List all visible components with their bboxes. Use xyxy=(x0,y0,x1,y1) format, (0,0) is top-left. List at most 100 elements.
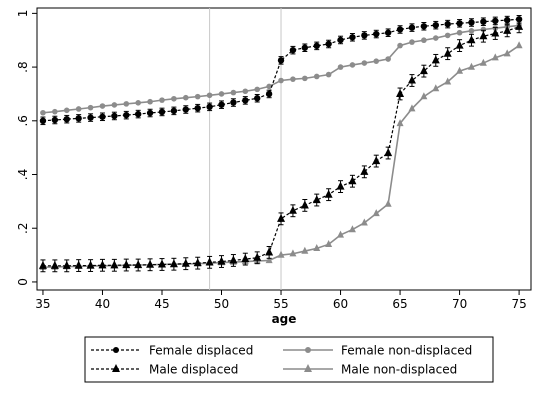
data-point xyxy=(205,257,214,266)
series-female-displaced xyxy=(39,15,523,126)
data-point xyxy=(409,39,415,45)
data-point xyxy=(480,26,487,33)
data-point xyxy=(122,260,131,269)
data-point xyxy=(265,247,274,256)
legend-item: Male displaced xyxy=(91,363,238,377)
data-point xyxy=(312,195,321,204)
x-tick-label: 60 xyxy=(333,297,348,311)
data-point xyxy=(74,260,83,269)
data-point xyxy=(278,77,284,84)
data-point xyxy=(456,29,463,36)
legend-box xyxy=(84,336,494,383)
data-point xyxy=(397,42,403,49)
data-point xyxy=(50,260,59,269)
data-point xyxy=(289,249,297,257)
data-point xyxy=(170,107,178,115)
data-point xyxy=(337,230,345,238)
x-tick-label: 35 xyxy=(35,297,50,311)
data-point xyxy=(134,110,142,118)
data-point xyxy=(432,21,439,29)
data-point xyxy=(253,252,262,261)
data-point xyxy=(63,115,70,123)
data-point xyxy=(87,114,94,121)
data-point xyxy=(444,20,451,28)
data-point xyxy=(277,213,286,222)
data-point xyxy=(230,99,237,106)
x-tick-label: 55 xyxy=(273,297,288,311)
data-point xyxy=(265,90,273,98)
data-point xyxy=(110,260,119,269)
data-point xyxy=(325,240,333,248)
data-point xyxy=(206,92,213,99)
data-point xyxy=(40,109,46,116)
data-point xyxy=(194,93,201,100)
plot-frame xyxy=(36,7,532,291)
data-point xyxy=(182,106,189,113)
data-point xyxy=(38,260,47,269)
data-point xyxy=(147,98,153,105)
x-tick-label: 75 xyxy=(511,297,526,311)
y-tick-label: .6 xyxy=(16,115,30,126)
data-point xyxy=(217,256,226,265)
data-point xyxy=(503,16,511,24)
data-point xyxy=(98,260,107,269)
data-point xyxy=(193,258,202,267)
data-point xyxy=(396,119,404,127)
data-point xyxy=(372,156,381,165)
data-point xyxy=(432,84,440,92)
data-point xyxy=(157,259,166,268)
data-point xyxy=(242,88,249,95)
x-axis-label: age xyxy=(272,312,297,326)
data-point xyxy=(515,21,524,30)
legend-label: Male non-displaced xyxy=(341,363,457,377)
data-point xyxy=(277,57,285,64)
data-point xyxy=(324,189,333,198)
data-point xyxy=(503,49,511,57)
data-point xyxy=(337,64,344,70)
data-point xyxy=(420,92,428,100)
data-point xyxy=(467,62,475,70)
y-tick-label: .4 xyxy=(16,169,30,180)
legend-item: Female displaced xyxy=(91,344,253,358)
legend-swatch-marker xyxy=(113,347,119,353)
data-point xyxy=(384,199,392,207)
data-point xyxy=(300,200,309,209)
data-point xyxy=(444,77,452,85)
data-point xyxy=(99,113,106,120)
legend-label: Female non-displaced xyxy=(341,344,472,358)
data-point xyxy=(265,256,273,264)
data-point xyxy=(444,32,451,39)
data-point xyxy=(290,76,296,82)
data-point xyxy=(325,40,332,48)
data-point xyxy=(123,111,130,119)
y-tick-label: 1 xyxy=(16,10,30,18)
data-point xyxy=(456,66,464,74)
x-tick-label: 50 xyxy=(214,297,229,311)
data-point xyxy=(229,255,238,264)
data-point xyxy=(134,260,143,269)
data-point xyxy=(515,41,523,49)
data-point xyxy=(63,107,70,114)
data-point xyxy=(419,66,428,75)
y-tick-label: .8 xyxy=(16,61,30,72)
data-point xyxy=(373,30,380,38)
data-point xyxy=(218,101,225,108)
data-point xyxy=(266,83,272,90)
data-point xyxy=(467,35,476,44)
data-point xyxy=(111,112,118,120)
series-male-displaced xyxy=(38,20,524,273)
data-point xyxy=(360,218,368,226)
data-point xyxy=(171,95,177,102)
data-point xyxy=(361,32,368,39)
data-point xyxy=(361,60,368,66)
data-point xyxy=(111,102,118,108)
y-tick-label: .2 xyxy=(16,223,30,234)
data-point xyxy=(146,109,154,117)
data-point xyxy=(384,148,393,157)
data-point xyxy=(301,44,309,51)
data-point xyxy=(348,176,357,185)
x-tick-label: 65 xyxy=(392,297,407,311)
data-point xyxy=(396,89,405,97)
data-point xyxy=(39,117,47,125)
